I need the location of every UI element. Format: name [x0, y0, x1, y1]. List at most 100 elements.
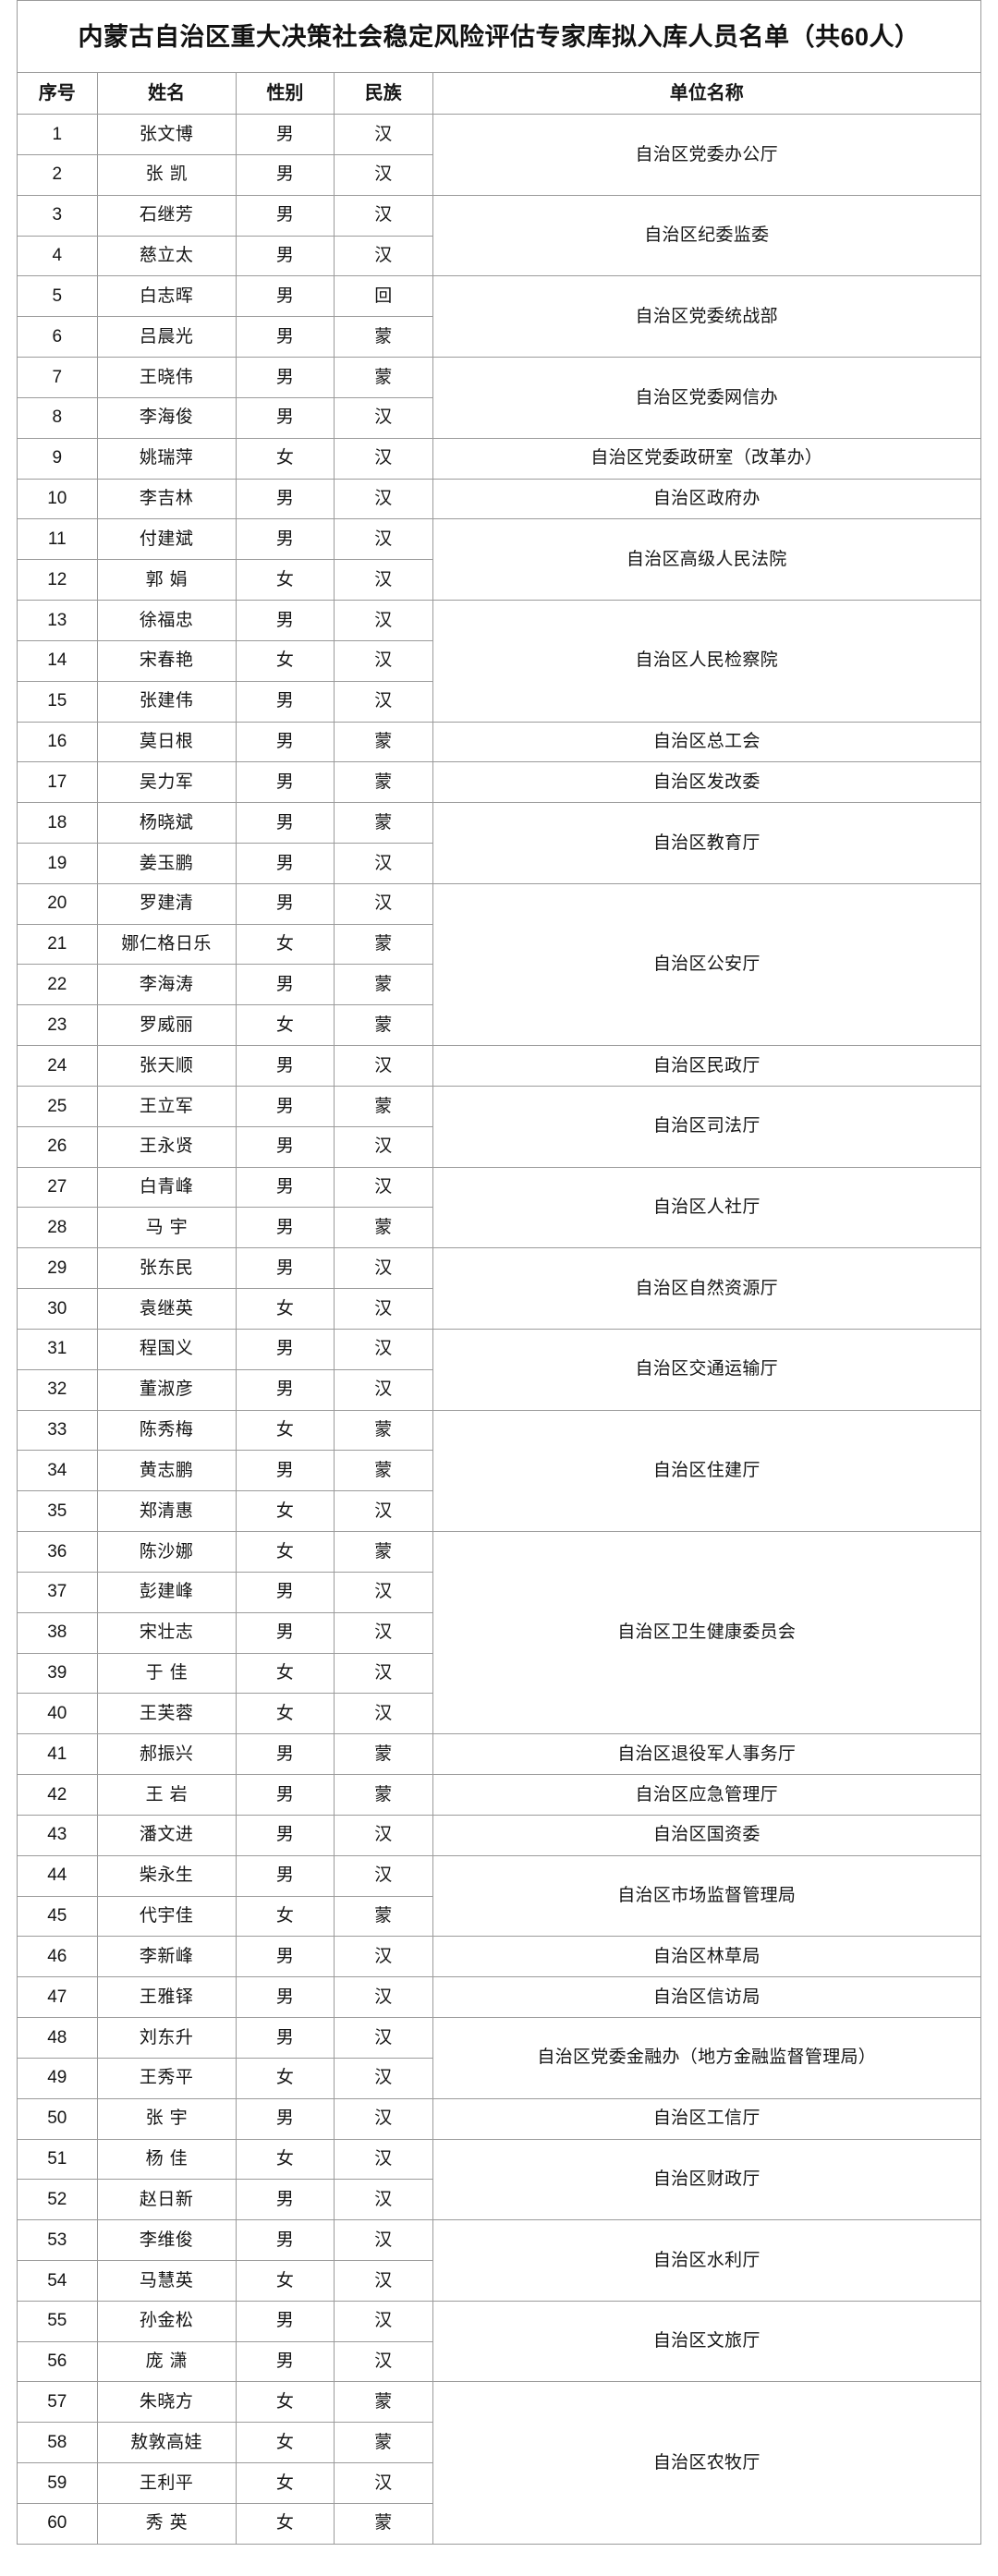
cell-gender: 男 [235, 680, 335, 723]
cell-index: 59 [17, 2462, 98, 2504]
cell-index: 18 [17, 802, 98, 844]
cell-unit: 自治区人民检察院 [432, 600, 981, 723]
cell-gender: 女 [235, 2502, 335, 2545]
cell-ethnicity: 汉 [334, 518, 433, 561]
cell-name: 王秀平 [96, 2057, 237, 2099]
cell-gender: 男 [235, 153, 335, 196]
cell-name: 王永贤 [96, 1125, 237, 1168]
cell-unit: 自治区总工会 [432, 721, 981, 763]
cell-ethnicity: 汉 [334, 235, 433, 277]
table-body: 1 张文博男汉自治区党委办公厅 2 张凯男汉 3 石继芳男汉自治区纪委监委 4 慈立太男汉 5 白… [17, 114, 981, 2545]
cell-name: 白青峰 [96, 1166, 237, 1209]
cell-gender: 女 [235, 2057, 335, 2099]
cell-name: 张文博 [96, 114, 237, 155]
table-row: 19 姜玉鹏男汉 [17, 843, 981, 884]
cell-name: 王雅铎 [96, 1976, 237, 2019]
cell-index: 6 [17, 316, 98, 358]
cell-index: 47 [17, 1976, 98, 2019]
cell-ethnicity: 蒙 [334, 1450, 433, 1492]
cell-gender: 男 [235, 843, 335, 884]
cell-gender: 女 [235, 639, 335, 682]
cell-name: 陈秀梅 [96, 1409, 237, 1452]
cell-gender: 女 [235, 2381, 335, 2424]
cell-ethnicity: 蒙 [334, 1004, 433, 1047]
table-row: 30 袁继英女汉 [17, 1288, 981, 1330]
table-row: 41 郝振兴男蒙自治区退役军人事务厅 [17, 1733, 981, 1776]
table-row: 55 孙金松男汉自治区文旅厅 [17, 2300, 981, 2383]
cell-ethnicity: 蒙 [334, 721, 433, 763]
cell-ethnicity: 汉 [334, 680, 433, 723]
cell-unit: 自治区卫生健康委员会 [432, 1531, 981, 1735]
cell-index: 55 [17, 2300, 98, 2342]
cell-ethnicity: 汉 [334, 1814, 433, 1856]
cell-unit: 自治区交通运输厅 [432, 1328, 981, 1411]
cell-name: 张凯 [96, 153, 237, 196]
cell-gender: 男 [235, 2340, 335, 2383]
cell-index: 35 [17, 1490, 98, 1533]
cell-gender: 女 [235, 2462, 335, 2504]
cell-index: 4 [17, 235, 98, 277]
cell-index: 27 [17, 1166, 98, 1209]
cell-ethnicity: 蒙 [334, 923, 433, 966]
cell-index: 12 [17, 559, 98, 601]
table-row: 18 杨晓斌男蒙自治区教育厅 [17, 802, 981, 884]
cell-gender: 男 [235, 2097, 335, 2140]
cell-gender: 男 [235, 316, 335, 358]
cell-name: 吴力军 [96, 761, 237, 804]
cell-name: 吕晨光 [96, 316, 237, 358]
cell-name: 陈沙娜 [96, 1531, 237, 1573]
cell-gender: 男 [235, 275, 335, 318]
cell-name: 李海涛 [96, 964, 237, 1006]
cell-index: 45 [17, 1895, 98, 1938]
cell-unit: 自治区信访局 [432, 1976, 981, 2019]
cell-unit: 自治区财政厅 [432, 2138, 981, 2221]
cell-gender: 男 [235, 1611, 335, 1654]
cell-unit: 自治区纪委监委 [432, 194, 981, 277]
cell-ethnicity: 蒙 [334, 2422, 433, 2464]
cell-ethnicity: 汉 [334, 2462, 433, 2504]
cell-name: 孙金松 [96, 2300, 237, 2342]
table-row: 35 郑清惠女汉 [17, 1490, 981, 1533]
cell-ethnicity: 蒙 [334, 802, 433, 844]
cell-ethnicity: 汉 [334, 2340, 433, 2383]
cell-ethnicity: 汉 [334, 153, 433, 196]
table-row: 23 罗威丽女蒙 [17, 1004, 981, 1047]
table-row: 26 王永贤男汉 [17, 1125, 981, 1168]
roster-table: 序号 姓名 性别 民族 单位名称 1 张文博男汉自治区党委办公厅 2 张凯男汉 3 石继芳… [17, 72, 981, 2545]
cell-ethnicity: 汉 [334, 1490, 433, 1533]
table-row: 44 柴永生男汉自治区市场监督管理局 [17, 1854, 981, 1938]
cell-ethnicity: 汉 [334, 2179, 433, 2221]
cell-gender: 女 [235, 1409, 335, 1452]
cell-gender: 女 [235, 2422, 335, 2464]
cell-index: 48 [17, 2017, 98, 2059]
cell-ethnicity: 蒙 [334, 761, 433, 804]
cell-name: 李吉林 [96, 478, 237, 520]
header-row: 序号 姓名 性别 民族 单位名称 [17, 72, 981, 115]
cell-index: 17 [17, 761, 98, 804]
cell-name: 罗威丽 [96, 1004, 237, 1047]
cell-gender: 男 [235, 235, 335, 277]
column-header-ethnicity: 民族 [334, 72, 433, 115]
cell-unit: 自治区住建厅 [432, 1409, 981, 1533]
cell-name: 李海俊 [96, 396, 237, 439]
cell-ethnicity: 汉 [334, 1976, 433, 2019]
cell-gender: 女 [235, 1531, 335, 1573]
cell-index: 58 [17, 2422, 98, 2464]
cell-name: 姚瑞萍 [96, 437, 237, 480]
cell-name: 王晓伟 [96, 357, 237, 398]
cell-index: 60 [17, 2502, 98, 2545]
cell-index: 10 [17, 478, 98, 520]
cell-name: 莫日根 [96, 721, 237, 763]
table-row: 16 莫日根男蒙自治区总工会 [17, 721, 981, 763]
cell-name: 刘东升 [96, 2017, 237, 2059]
cell-gender: 男 [235, 1571, 335, 1613]
cell-gender: 男 [235, 721, 335, 763]
table-row: 2 张凯男汉 [17, 153, 981, 196]
cell-gender: 女 [235, 923, 335, 966]
cell-name: 白志晖 [96, 275, 237, 318]
cell-index: 5 [17, 275, 98, 318]
table-row: 58 敖敦高娃女蒙 [17, 2422, 981, 2464]
cell-name: 石继芳 [96, 194, 237, 237]
table-row: 47 王雅铎男汉自治区信访局 [17, 1976, 981, 2019]
